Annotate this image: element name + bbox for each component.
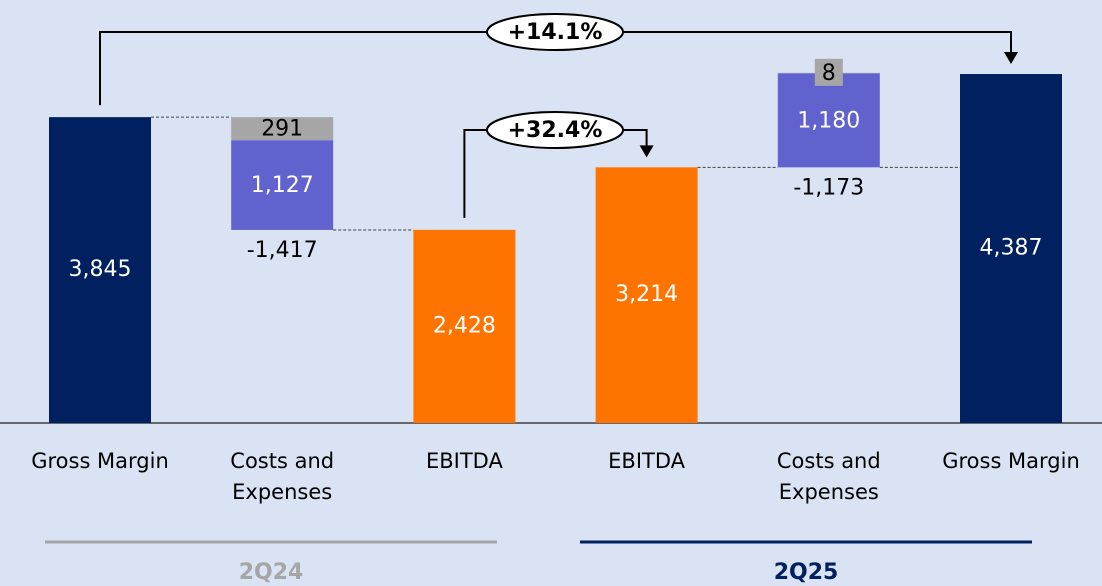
value-label: 291	[261, 117, 303, 142]
x-tick-label: EBITDA	[425, 449, 503, 473]
bar	[413, 229, 516, 423]
total-label: -1,173	[793, 175, 864, 200]
value-label: 1,127	[251, 173, 314, 198]
annotation-bubble	[486, 13, 624, 51]
annotation-bubble	[486, 111, 624, 149]
total-label: -1,417	[247, 238, 318, 263]
arrow-head	[639, 145, 654, 158]
annotation: +32.4%	[508, 118, 603, 143]
x-tick-label: Gross Margin	[942, 449, 1080, 473]
bar	[960, 74, 1062, 423]
value-label: 8	[822, 61, 836, 86]
value-label: 2,428	[433, 313, 496, 338]
group-label: 2Q24	[238, 560, 304, 585]
value-label: 1,180	[797, 108, 860, 133]
x-tick-label: Costs and Expenses	[776, 449, 881, 504]
group-label: 2Q25	[773, 560, 839, 585]
x-tick-label: EBITDA	[608, 449, 686, 473]
arrow-head	[1004, 52, 1018, 65]
value-label: 4,387	[980, 236, 1043, 261]
value-label: 3,845	[69, 257, 132, 282]
bar-segment	[231, 140, 334, 230]
x-tick-label: Costs and Expenses	[230, 449, 335, 504]
annotation: +14.1%	[508, 20, 603, 45]
x-tick-label: Gross Margin	[31, 449, 169, 473]
bar-segment	[777, 73, 880, 168]
bar	[595, 167, 698, 423]
value-label: 3,214	[615, 282, 678, 307]
bar	[49, 117, 151, 423]
label-box	[814, 58, 843, 86]
bar-segment	[231, 117, 334, 141]
